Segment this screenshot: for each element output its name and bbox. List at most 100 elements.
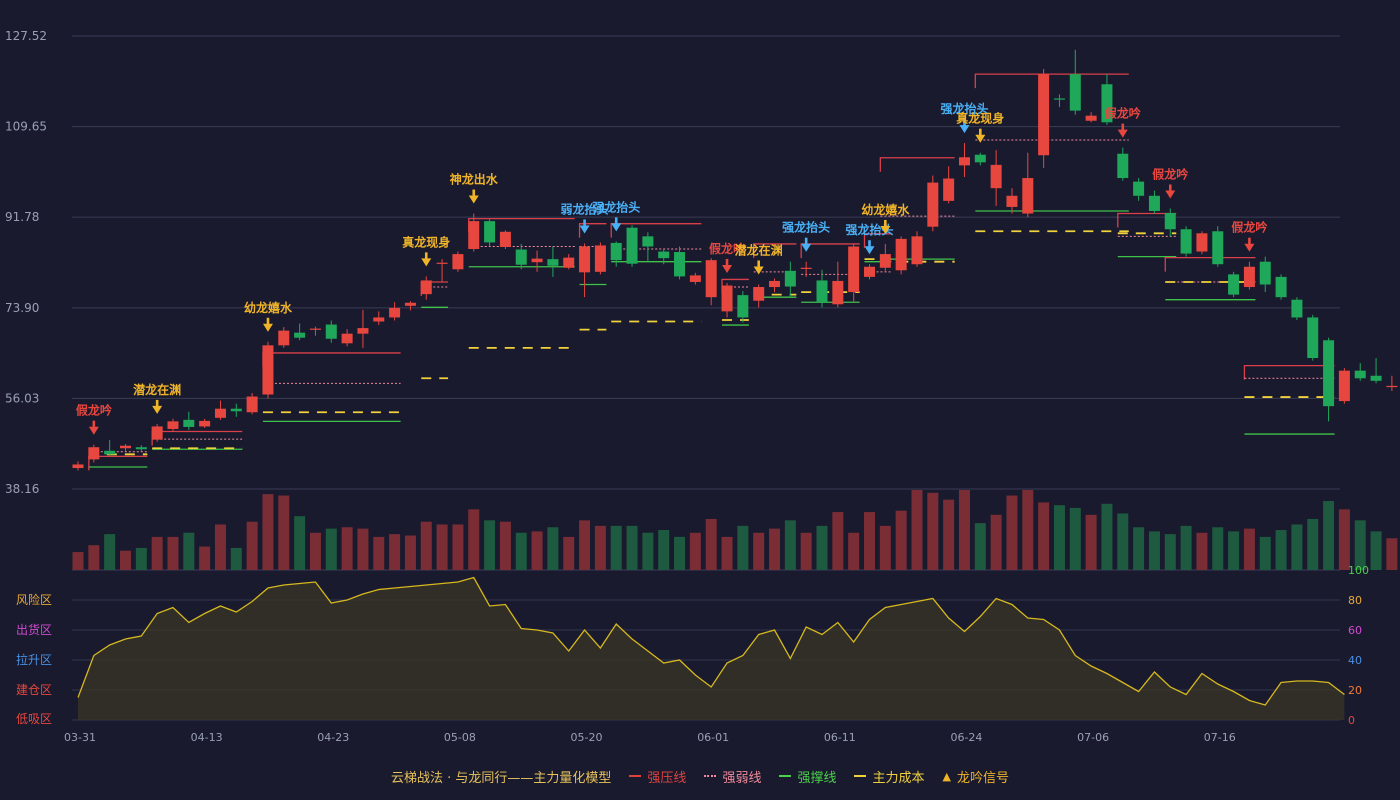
- price-tick-label: 91.78: [5, 210, 39, 224]
- volume-bar: [436, 524, 448, 570]
- volume-bar: [658, 530, 670, 570]
- candle-body: [1386, 385, 1398, 388]
- osc-tick-label: 0: [1348, 714, 1355, 727]
- candle-body: [1196, 233, 1208, 252]
- legend-item-strong-weak[interactable]: 强弱线: [704, 767, 761, 786]
- volume-bar: [848, 532, 860, 570]
- volume-bar: [943, 499, 955, 570]
- candle-body: [753, 287, 765, 301]
- volume-bar: [119, 550, 131, 570]
- osc-tick-label: 100: [1348, 564, 1369, 577]
- candle-body: [895, 238, 907, 271]
- volume-bar: [484, 520, 496, 570]
- legend-label-dragon-signal: 龙吟信号: [956, 770, 1009, 786]
- candle-body: [864, 266, 875, 277]
- signal-arrow-stem-icon: [614, 217, 618, 225]
- date-tick-label: 06-11: [824, 731, 856, 744]
- candle-body: [262, 345, 274, 395]
- legend-label-main-cost: 主力成本: [872, 770, 925, 786]
- signal-arrow-stem-icon: [583, 219, 586, 227]
- strong-pressure-line: [800, 243, 860, 258]
- legend-item-main-cost[interactable]: 主力成本: [854, 767, 924, 786]
- candle-body: [325, 324, 337, 339]
- candle-body: [816, 280, 828, 303]
- candle-body: [547, 259, 559, 266]
- candle-body: [167, 421, 179, 429]
- signal-arrow-stem-icon: [155, 399, 159, 407]
- volume-bar: [1006, 495, 1018, 570]
- volume-bar: [499, 521, 511, 570]
- volume-bar: [626, 525, 638, 570]
- candle-body: [769, 280, 781, 288]
- legend-item-dragon-signal[interactable]: ▲ 龙吟信号: [942, 767, 1008, 786]
- volume-bar: [800, 532, 812, 570]
- volume-bar: [1386, 538, 1398, 570]
- strong-pressure-line: [1117, 212, 1177, 228]
- volume-bar: [879, 525, 891, 570]
- volume-bar: [1133, 527, 1145, 570]
- candle-body: [309, 328, 321, 330]
- legend-item-strong-pressure[interactable]: 强压线: [629, 767, 686, 786]
- signal-arrow-icon: [1165, 190, 1176, 199]
- date-tick-label: 04-23: [317, 731, 349, 744]
- volume-bar: [721, 536, 733, 570]
- date-tick-label: 06-01: [697, 731, 729, 744]
- date-tick-label: 06-24: [950, 731, 982, 744]
- volume-bar: [1164, 534, 1176, 570]
- signal-arrow-icon: [722, 264, 733, 273]
- price-tick-label: 127.52: [5, 29, 47, 43]
- osc-tick-label: 60: [1348, 624, 1362, 637]
- candle-body: [705, 260, 717, 298]
- signal-arrow-stem-icon: [472, 189, 476, 197]
- volume-bar: [1354, 520, 1366, 570]
- zone-label: 出货区: [16, 622, 52, 637]
- volume-bar: [864, 512, 875, 570]
- volume-bar: [642, 532, 654, 570]
- candle-body: [800, 267, 812, 269]
- candle-body: [214, 408, 226, 418]
- candle-body: [1148, 195, 1160, 211]
- candle-body: [373, 317, 385, 322]
- signal-label: 潜龙在渊: [133, 382, 181, 397]
- candle-body: [151, 426, 163, 440]
- candle-body: [579, 246, 591, 273]
- legend-item-strong-support[interactable]: 强撑线: [779, 767, 836, 786]
- volume-bar: [515, 532, 527, 570]
- candle-body: [1307, 317, 1319, 359]
- volume-bar: [1291, 524, 1303, 570]
- signal-label: 真龙现身: [402, 234, 450, 249]
- price-tick-label: 109.65: [5, 120, 47, 134]
- volume-bar: [1259, 536, 1271, 570]
- signal-arrow-icon: [88, 426, 99, 435]
- volume-bar: [1053, 505, 1065, 570]
- volume-bar: [689, 532, 701, 570]
- signal-label: 强龙抬头: [592, 199, 640, 214]
- candle-body: [1117, 153, 1129, 179]
- volume-bar: [88, 545, 100, 570]
- volume-bar: [1243, 528, 1255, 570]
- date-tick-label: 07-06: [1077, 731, 1109, 744]
- volume-bar: [610, 525, 622, 570]
- volume-bar: [452, 524, 464, 570]
- candle-body: [1006, 195, 1018, 207]
- signal-arrow-stem-icon: [725, 258, 729, 266]
- strong-pressure-line: [879, 157, 955, 172]
- volume-bar: [373, 536, 385, 570]
- volume-bar: [309, 532, 321, 570]
- candle-body: [674, 252, 686, 277]
- volume-bar: [705, 518, 717, 570]
- volume-bar: [167, 536, 179, 570]
- candle-body: [1212, 231, 1224, 265]
- candle-body: [531, 258, 543, 263]
- candle-body: [72, 464, 84, 469]
- legend-label-strong-weak: 强弱线: [722, 770, 762, 786]
- candle-body: [927, 182, 939, 227]
- signal-arrow-icon: [579, 225, 590, 234]
- candle-body: [246, 396, 258, 413]
- candle-body: [278, 330, 290, 346]
- candle-body: [689, 275, 701, 282]
- signal-arrow-stem-icon: [963, 119, 966, 127]
- signal-arrow-stem-icon: [1168, 184, 1172, 192]
- candle-body: [1038, 74, 1050, 156]
- candle-body: [626, 227, 638, 264]
